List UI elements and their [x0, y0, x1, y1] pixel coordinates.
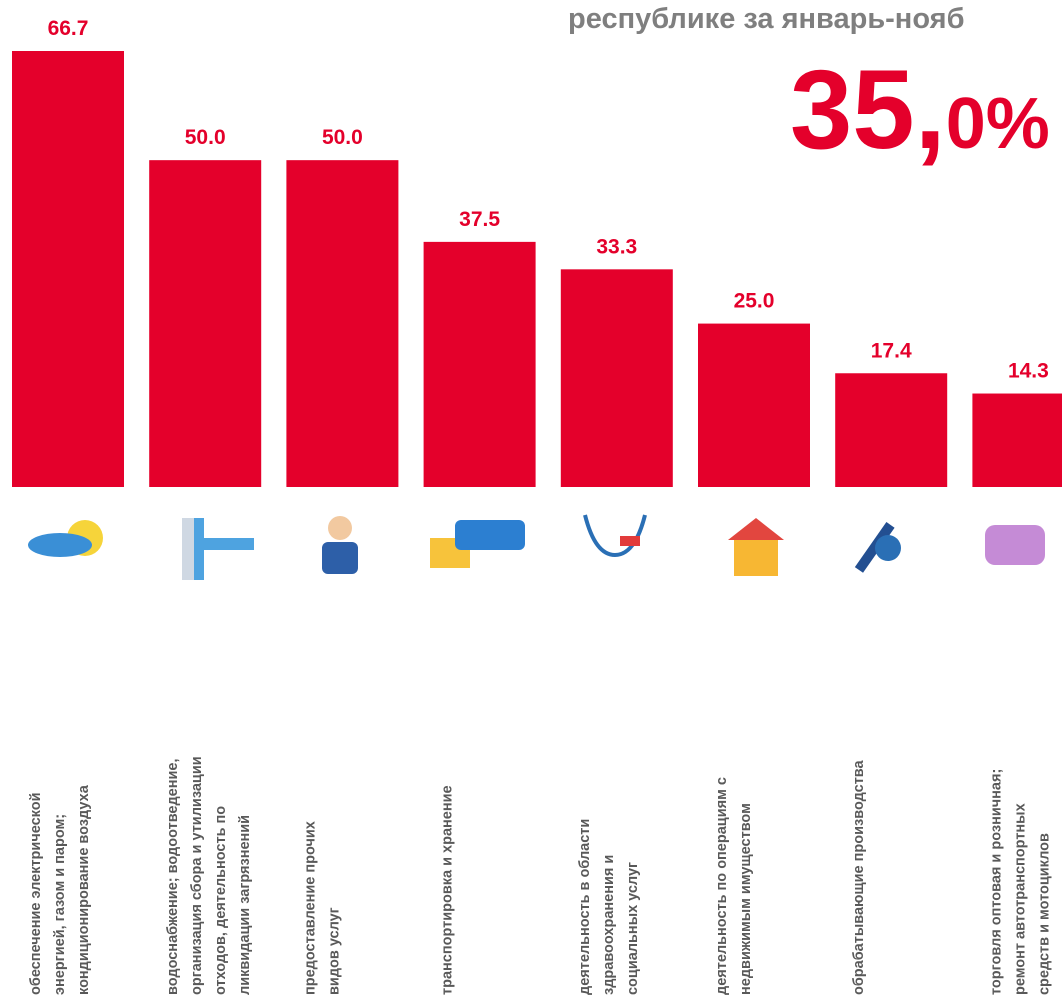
bar	[698, 323, 810, 487]
value-label: 25.0	[734, 290, 775, 313]
value-label: 17.4	[871, 339, 912, 362]
value-label: 14.3	[1008, 360, 1049, 383]
category-label: видов услуг	[326, 907, 342, 995]
category-label: недвижимым имуществом	[738, 803, 754, 995]
category-label: организация сбора и утилизации	[189, 756, 205, 995]
icons	[28, 514, 1045, 580]
headline-fraction: 0%	[946, 84, 1050, 164]
category-label: здравоохранения и	[601, 855, 617, 995]
category-label: деятельность по операциям с	[714, 777, 730, 995]
category-label: торговля оптовая и розничная;	[988, 769, 1004, 995]
headline-integer: 35,	[790, 47, 946, 172]
category-label: водоснабжение; водоотведение,	[165, 758, 181, 995]
bar	[972, 393, 1062, 487]
category-label: отходов, деятельность по	[213, 806, 229, 995]
category-label: средств и мотоциклов	[1036, 833, 1052, 995]
bar	[149, 160, 262, 487]
chart-title: республике за январь-нояб	[568, 3, 964, 35]
value-label: 33.3	[596, 235, 637, 258]
bar	[560, 269, 673, 487]
category-label: обеспечение электрической	[28, 792, 44, 995]
bar	[286, 160, 399, 487]
category-label: ликвидации загрязнений	[237, 815, 253, 995]
category-label: обрабатывающие производства	[851, 759, 867, 995]
headline: 35,0%	[790, 47, 1050, 172]
value-label: 66.7	[48, 17, 89, 40]
bar	[835, 373, 948, 487]
category-label: деятельность в области	[577, 819, 593, 995]
category-label: энергией, газом и паром;	[52, 814, 68, 995]
bar	[423, 241, 536, 487]
value-label: 37.5	[459, 208, 500, 231]
value-label: 50.0	[185, 126, 226, 149]
category-label: кондиционирование воздуха	[76, 784, 92, 995]
bar	[12, 51, 124, 487]
value-label: 50.0	[322, 126, 363, 149]
category-label: транспортировка и хранение	[440, 785, 456, 995]
category-label: ремонт автотранспортных	[1012, 803, 1028, 995]
category-label: социальных услуг	[625, 862, 641, 995]
category-label: предоставление прочих	[302, 821, 318, 995]
